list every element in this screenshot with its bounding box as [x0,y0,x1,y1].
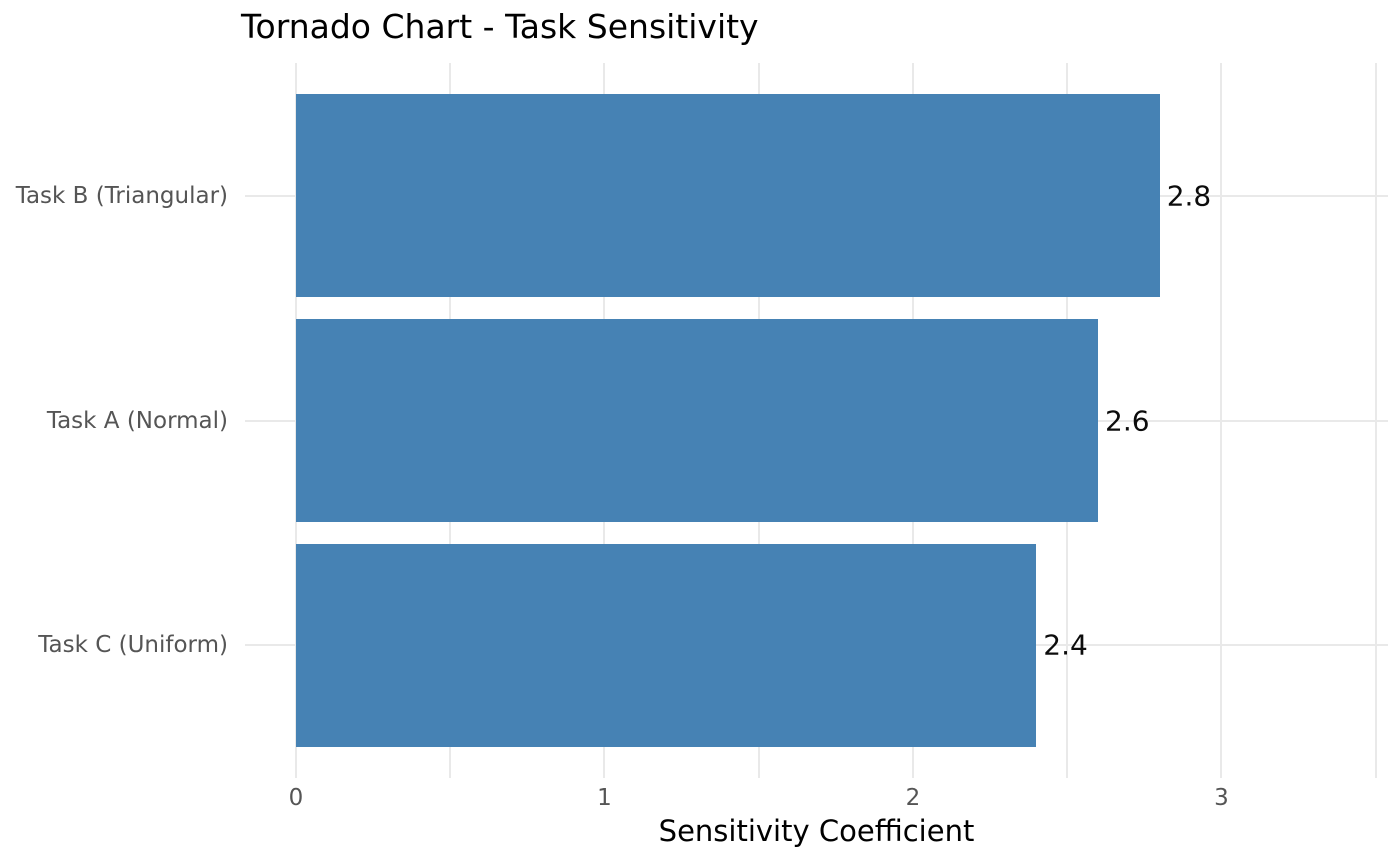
y-tick-label: Task B (Triangular) [15,182,228,209]
x-tick-label: 3 [1214,785,1229,811]
bar-3 [295,544,1037,747]
bar-2 [295,319,1098,522]
plot-area: 2.8 2.6 2.4 [245,63,1388,778]
bar-value-label: 2.4 [1043,628,1088,662]
x-tick-label: 2 [905,785,921,811]
bar-value-label: 2.6 [1105,404,1150,437]
y-tick-label: Task C (Uniform) [38,632,228,659]
x-tick-label: 1 [597,785,612,811]
bar-value-label: 2.8 [1166,179,1212,213]
x-tick-label: 0 [288,785,304,811]
y-tick-label: Task A (Normal) [46,407,228,434]
chart-title: Tornado Chart - Task Sensitivity [241,7,759,46]
x-axis-label: Sensitivity Coefficient [658,814,975,848]
bar-1 [295,94,1160,297]
